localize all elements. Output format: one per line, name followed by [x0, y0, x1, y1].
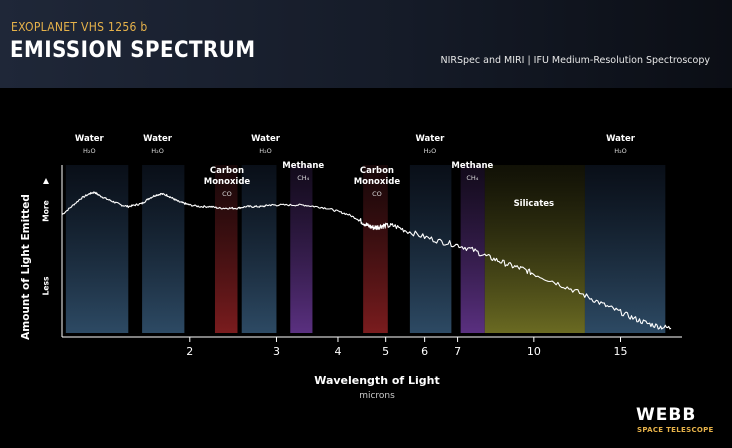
band-label-5-line1: Monoxide — [354, 177, 401, 187]
band-label-2-line1: Monoxide — [204, 177, 251, 187]
band-water-9 — [584, 165, 666, 333]
x-tick-label-4: 6 — [421, 345, 428, 358]
band-formula-1: H₂O — [151, 147, 164, 155]
band-water-3 — [241, 165, 277, 333]
band-label-3: Water — [251, 134, 281, 144]
kicker-title: EXOPLANET VHS 1256 b — [11, 20, 148, 34]
band-label-7: Methane — [451, 161, 493, 171]
x-axis-unit: microns — [359, 391, 395, 401]
band-formula-9: H₂O — [614, 147, 627, 155]
band-co-2 — [214, 165, 238, 333]
x-tick-label-0: 2 — [186, 345, 193, 358]
x-axis-label: Wavelength of Light — [314, 374, 440, 387]
band-formula-0: H₂O — [83, 147, 96, 155]
x-tick-label-2: 4 — [334, 345, 341, 358]
spectrum-line — [61, 191, 672, 330]
band-formula-3: H₂O — [259, 147, 272, 155]
instrument-subtitle: NIRSpec and MIRI | IFU Medium-Resolution… — [440, 55, 710, 66]
band-formula-7: CH₄ — [466, 174, 478, 182]
band-silicates-8 — [484, 165, 585, 333]
band-label-1: Water — [143, 134, 173, 144]
band-formula-4: CH₄ — [297, 174, 309, 182]
band-formula-6: H₂O — [424, 147, 437, 155]
band-methane-4 — [290, 165, 313, 333]
axes: 2 3 4 5 6 7 10 15 Wavelength of Light microns Amou… — [20, 165, 682, 401]
band-label-2-line0: Carbon — [210, 166, 244, 176]
band-water-0 — [65, 165, 129, 333]
band-water-6 — [409, 165, 452, 333]
spectrum-series — [61, 191, 672, 330]
x-tick-label-7: 15 — [614, 345, 628, 358]
band-label-5-line0: Carbon — [360, 166, 394, 176]
band-water-1 — [142, 165, 185, 333]
webb-logo-subtitle: SPACE TELESCOPE — [637, 426, 714, 434]
y-direction-more: More — [42, 200, 51, 221]
band-formula-2: CO — [222, 190, 232, 198]
y-direction-arrowhead — [43, 178, 49, 184]
x-tick-label-5: 7 — [454, 345, 461, 358]
band-label-6: Water — [415, 134, 445, 144]
x-tick-label-1: 3 — [273, 345, 280, 358]
band-label-4: Methane — [282, 161, 324, 171]
webb-logo-word: WEBB — [636, 405, 697, 425]
band-formula-5: CO — [372, 190, 382, 198]
y-axis-label: Amount of Light Emitted — [20, 194, 32, 340]
x-tick-label-3: 5 — [382, 345, 389, 358]
band-labels: WaterH₂OWaterH₂OCarbonMonoxideCOWaterH₂O… — [75, 134, 636, 209]
band-co-5 — [363, 165, 388, 333]
band-label-0: Water — [75, 134, 105, 144]
absorption-bands — [65, 165, 666, 333]
band-label-9: Water — [606, 134, 636, 144]
band-label-8: Silicates — [514, 199, 555, 209]
y-direction-less: Less — [42, 276, 51, 295]
header-band — [0, 0, 732, 88]
page-title: EMISSION SPECTRUM — [10, 38, 256, 63]
x-tick-label-6: 10 — [527, 345, 541, 358]
